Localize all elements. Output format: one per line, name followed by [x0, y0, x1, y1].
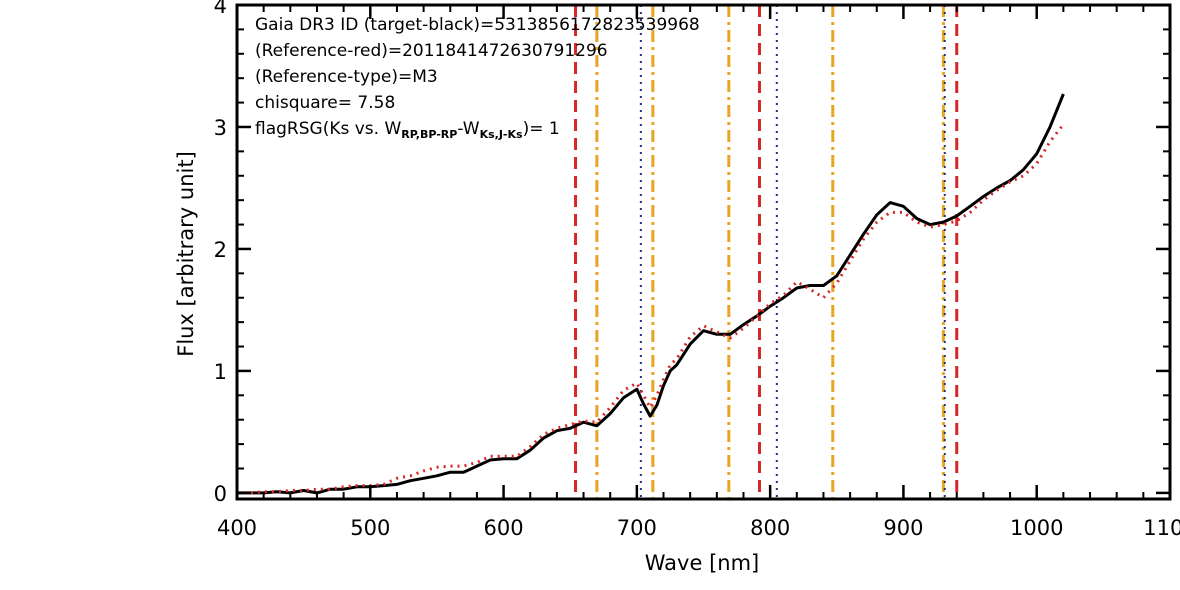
x-tick-label: 500 — [350, 516, 390, 540]
x-tick-label: 700 — [617, 516, 657, 540]
target-spectrum-line — [237, 93, 1065, 495]
x-tick-label: 600 — [484, 516, 524, 540]
y-tick-label: 3 — [214, 116, 227, 140]
y-tick-label: 2 — [214, 238, 227, 262]
feature-lines — [574, 5, 959, 499]
x-tick-label: 800 — [750, 516, 790, 540]
y-axis-title: Flux [arbitrary unit] — [174, 151, 198, 357]
y-tick-label: 1 — [214, 360, 227, 384]
y-tick-label: 4 — [214, 0, 227, 18]
x-tick-label: 400 — [217, 516, 257, 540]
annotation-reference-id: (Reference-red)=2011841472630791296 — [255, 41, 608, 61]
series-layer — [237, 93, 1065, 495]
annotation-chisquare: chisquare= 7.58 — [255, 93, 395, 113]
flag-mid: -W — [457, 119, 479, 139]
flag-sub-1: RP,BP-RP — [401, 128, 457, 141]
annotation-flag-rsg: flagRSG(Ks vs. WRP,BP-RP-WKs,J-Ks)= 1 — [255, 119, 560, 141]
x-axis-title: Wave [nm] — [645, 551, 759, 575]
reference-spectrum-line — [237, 123, 1065, 495]
x-tick-label: 1000 — [1010, 516, 1063, 540]
x-tick-label: 900 — [883, 516, 923, 540]
annotation-reference-type: (Reference-type)=M3 — [255, 67, 438, 87]
annotation-gaia-id: Gaia DR3 ID (target-black)=5313856172823… — [255, 15, 700, 35]
flag-suffix: )= 1 — [523, 119, 560, 139]
flag-sub-2: Ks,J-Ks — [480, 128, 523, 141]
flag-prefix: flagRSG(Ks vs. W — [255, 119, 401, 139]
y-tick-label: 0 — [214, 482, 227, 506]
annotation-block: Gaia DR3 ID (target-black)=5313856172823… — [255, 15, 700, 141]
plot-frame — [235, 3, 1172, 501]
